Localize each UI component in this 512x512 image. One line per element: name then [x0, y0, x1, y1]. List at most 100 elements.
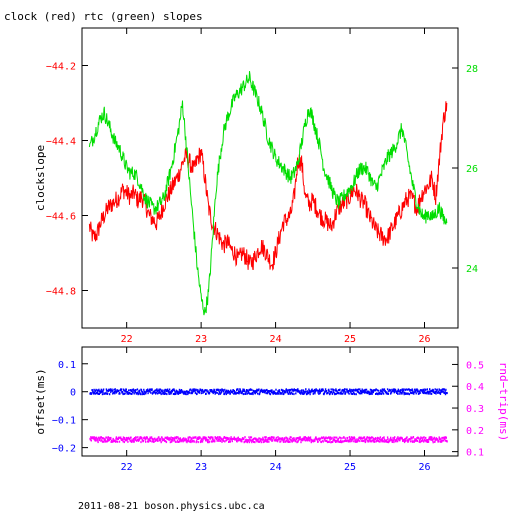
data-point	[360, 437, 363, 440]
data-point	[292, 437, 294, 440]
data-point	[403, 438, 405, 441]
data-point	[145, 437, 147, 440]
data-point	[235, 392, 237, 395]
data-point	[222, 437, 224, 440]
y-tick-label: −44.8	[46, 287, 76, 298]
data-point	[140, 441, 142, 444]
data-point	[138, 389, 141, 392]
data-point	[163, 393, 166, 395]
data-point	[108, 389, 110, 392]
data-point	[398, 437, 400, 440]
data-point	[296, 390, 299, 393]
data-point	[437, 392, 439, 394]
data-point	[289, 436, 291, 439]
data-point	[404, 438, 406, 440]
data-point	[313, 391, 315, 394]
data-point	[376, 392, 378, 395]
data-point	[133, 439, 135, 442]
data-point	[332, 388, 334, 391]
data-point	[168, 437, 170, 440]
data-point	[258, 437, 260, 440]
data-point	[260, 438, 262, 441]
data-point	[318, 437, 320, 440]
data-point	[295, 392, 297, 395]
data-point	[117, 438, 119, 440]
data-point	[434, 391, 436, 394]
data-point	[268, 391, 270, 394]
data-point	[108, 393, 111, 396]
data-point	[230, 389, 232, 392]
data-point	[418, 392, 420, 395]
data-point	[446, 440, 448, 443]
data-point	[344, 388, 346, 391]
data-point	[193, 389, 195, 392]
data-point	[430, 438, 432, 441]
data-point	[177, 437, 179, 440]
data-point	[294, 389, 297, 391]
data-point	[379, 440, 381, 443]
data-point	[359, 392, 361, 395]
data-point	[291, 392, 293, 395]
data-point	[184, 437, 186, 440]
data-point	[109, 437, 111, 440]
data-point	[226, 389, 228, 392]
data-point	[440, 440, 443, 443]
data-point	[210, 436, 212, 439]
data-point	[149, 390, 151, 393]
data-point	[233, 392, 235, 395]
data-point	[168, 391, 170, 394]
data-point	[353, 440, 355, 443]
data-point	[346, 437, 349, 440]
data-point	[105, 391, 107, 394]
data-point	[232, 391, 234, 394]
data-point	[314, 437, 316, 440]
data-point	[212, 392, 214, 395]
data-point	[270, 391, 273, 394]
series-rtc-line	[88, 71, 448, 316]
data-point	[373, 440, 376, 443]
data-point	[139, 437, 141, 440]
data-point	[188, 436, 191, 439]
data-point	[411, 392, 413, 395]
data-point	[427, 439, 429, 442]
data-point	[216, 388, 218, 391]
data-point	[409, 389, 411, 391]
data-point	[421, 440, 423, 443]
data-point	[170, 391, 172, 394]
data-point	[427, 391, 429, 394]
data-point	[376, 389, 378, 392]
data-point	[283, 392, 285, 395]
data-point	[136, 388, 139, 391]
data-point	[344, 392, 347, 395]
data-point	[223, 393, 226, 396]
data-point	[309, 439, 311, 442]
data-point	[304, 436, 307, 439]
data-point	[192, 388, 194, 391]
data-point	[377, 389, 380, 392]
data-point	[299, 392, 302, 395]
data-point	[411, 388, 413, 391]
data-point	[409, 438, 411, 441]
y2-tick-label: 28	[466, 64, 478, 75]
data-point	[216, 437, 218, 439]
data-point	[233, 436, 235, 439]
data-point	[108, 439, 110, 442]
data-point	[442, 388, 445, 391]
data-point	[337, 437, 339, 440]
data-point	[373, 437, 375, 440]
data-point	[132, 438, 135, 440]
data-point	[110, 436, 112, 439]
data-point	[386, 388, 389, 391]
data-point	[331, 392, 334, 395]
data-point	[380, 389, 382, 392]
data-point	[407, 440, 409, 443]
data-point	[239, 390, 242, 392]
data-point	[303, 436, 305, 439]
x-tick-label: 24	[270, 334, 282, 345]
data-point	[263, 391, 266, 394]
data-point	[152, 392, 154, 394]
data-point	[164, 391, 166, 393]
data-point	[166, 436, 168, 439]
data-point	[210, 440, 212, 443]
data-point	[205, 392, 207, 395]
